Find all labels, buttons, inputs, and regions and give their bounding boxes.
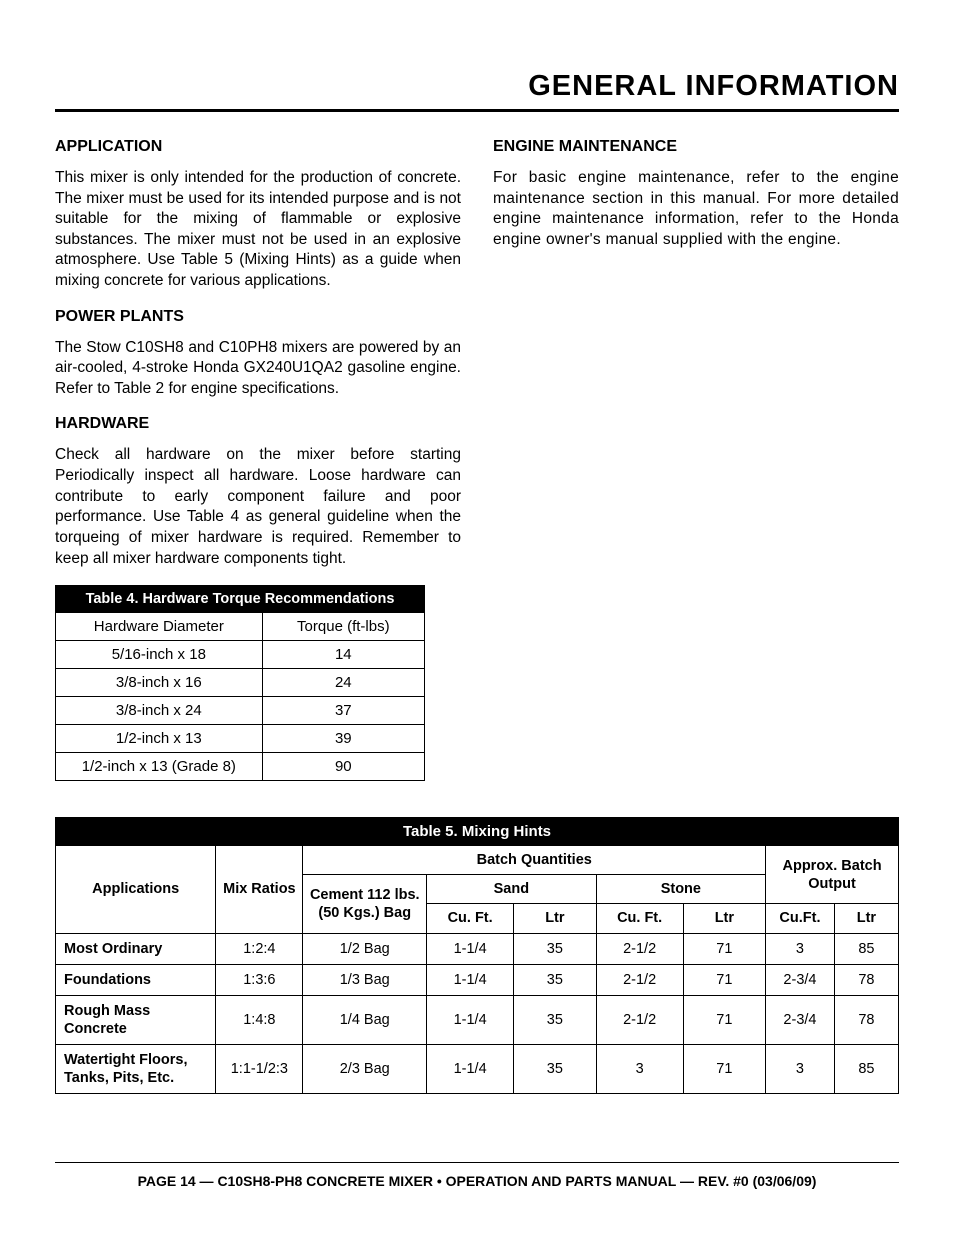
- table-row: 5/16-inch x 1814: [56, 641, 425, 669]
- table5-hdr-applications: Applications: [56, 846, 216, 933]
- table5-hdr-out-ltr: Ltr: [834, 904, 898, 933]
- table-mixing-hints: Table 5. Mixing Hints Applications Mix R…: [55, 817, 899, 1094]
- table5-cell: 2-3/4: [766, 964, 835, 995]
- table4-title: Table 4. Hardware Torque Recommendations: [56, 586, 425, 613]
- table5-hdr-cement: Cement 112 lbs. (50 Kgs.) Bag: [303, 875, 427, 933]
- table4-cell: 24: [262, 669, 424, 697]
- table5-cell: 1-1/4: [427, 964, 514, 995]
- table5-cell: 2-1/2: [596, 933, 683, 964]
- table5-cell: 2-3/4: [766, 995, 835, 1044]
- footer-rule: [55, 1162, 899, 1163]
- table-row: 1/2-inch x 13 (Grade 8)90: [56, 753, 425, 781]
- table5-cell: 1:4:8: [216, 995, 303, 1044]
- table5-cell: 35: [514, 995, 596, 1044]
- table4-cell: 90: [262, 753, 424, 781]
- title-rule: [55, 109, 899, 112]
- heading-application: APPLICATION: [55, 138, 461, 156]
- table5-cell: 71: [683, 933, 765, 964]
- heading-power-plants: POWER PLANTS: [55, 308, 461, 326]
- table5-title: Table 5. Mixing Hints: [56, 818, 899, 846]
- table-row: Foundations 1:3:6 1/3 Bag 1-1/4 35 2-1/2…: [56, 964, 899, 995]
- table5-wrap: Table 5. Mixing Hints Applications Mix R…: [55, 817, 899, 1094]
- table4-cell: 39: [262, 725, 424, 753]
- table5-cell: 1-1/4: [427, 995, 514, 1044]
- table5-cell: 1/3 Bag: [303, 964, 427, 995]
- table5-cell: 35: [514, 1045, 596, 1094]
- table5-cell: 3: [766, 1045, 835, 1094]
- body-engine-maintenance: For basic engine maintenance, refer to t…: [493, 168, 899, 250]
- table4-cell: 3/8-inch x 16: [56, 669, 263, 697]
- body-application: This mixer is only intended for the prod…: [55, 168, 461, 292]
- table4-cell: 5/16-inch x 18: [56, 641, 263, 669]
- table5-hdr-out-cuft: Cu.Ft.: [766, 904, 835, 933]
- table5-hdr-stone-ltr: Ltr: [683, 904, 765, 933]
- table5-cell: 85: [834, 1045, 898, 1094]
- table5-cell: 35: [514, 933, 596, 964]
- table5-hdr-approx-output: Approx. Batch Output: [766, 846, 899, 904]
- table4-col-torque: Torque (ft-lbs): [262, 613, 424, 641]
- table5-app: Rough Mass Concrete: [56, 995, 216, 1044]
- table5-cell: 78: [834, 995, 898, 1044]
- table5-cell: 2-1/2: [596, 964, 683, 995]
- table5-cell: 1/2 Bag: [303, 933, 427, 964]
- table-row: Watertight Floors, Tanks, Pits, Etc. 1:1…: [56, 1045, 899, 1094]
- table5-cell: 78: [834, 964, 898, 995]
- content-columns: APPLICATION This mixer is only intended …: [55, 134, 899, 781]
- table5-cell: 71: [683, 964, 765, 995]
- table5-cell: 1-1/4: [427, 1045, 514, 1094]
- table5-cell: 1:3:6: [216, 964, 303, 995]
- table5-hdr-sand-ltr: Ltr: [514, 904, 596, 933]
- table4-cell: 37: [262, 697, 424, 725]
- table5-cell: 3: [766, 933, 835, 964]
- table5-cell: 1-1/4: [427, 933, 514, 964]
- table5-cell: 35: [514, 964, 596, 995]
- table5-hdr-stone-cuft: Cu. Ft.: [596, 904, 683, 933]
- table5-hdr-sand-cuft: Cu. Ft.: [427, 904, 514, 933]
- table5-cell: 71: [683, 995, 765, 1044]
- table5-cell: 2/3 Bag: [303, 1045, 427, 1094]
- heading-engine-maintenance: ENGINE MAINTENANCE: [493, 138, 899, 156]
- table5-cell: 1:2:4: [216, 933, 303, 964]
- table-row: Rough Mass Concrete 1:4:8 1/4 Bag 1-1/4 …: [56, 995, 899, 1044]
- table-row: 3/8-inch x 2437: [56, 697, 425, 725]
- table4-cell: 1/2-inch x 13 (Grade 8): [56, 753, 263, 781]
- table-row: 1/2-inch x 1339: [56, 725, 425, 753]
- table4-col-diameter: Hardware Diameter: [56, 613, 263, 641]
- heading-hardware: HARDWARE: [55, 415, 461, 433]
- table5-hdr-mix-ratios: Mix Ratios: [216, 846, 303, 933]
- right-column: ENGINE MAINTENANCE For basic engine main…: [493, 134, 899, 781]
- body-power-plants: The Stow C10SH8 and C10PH8 mixers are po…: [55, 338, 461, 400]
- table5-app: Foundations: [56, 964, 216, 995]
- table5-cell: 85: [834, 933, 898, 964]
- table5-cell: 1:1-1/2:3: [216, 1045, 303, 1094]
- table5-hdr-stone: Stone: [596, 875, 766, 904]
- table-hardware-torque: Table 4. Hardware Torque Recommendations…: [55, 585, 425, 781]
- left-column: APPLICATION This mixer is only intended …: [55, 134, 461, 781]
- table-row: Most Ordinary 1:2:4 1/2 Bag 1-1/4 35 2-1…: [56, 933, 899, 964]
- page-title: GENERAL INFORMATION: [55, 70, 899, 103]
- table4-cell: 14: [262, 641, 424, 669]
- table5-cell: 3: [596, 1045, 683, 1094]
- table5-app: Most Ordinary: [56, 933, 216, 964]
- page-footer: PAGE 14 — C10SH8-PH8 CONCRETE MIXER • OP…: [55, 1173, 899, 1189]
- table5-cell: 2-1/2: [596, 995, 683, 1044]
- table4-cell: 1/2-inch x 13: [56, 725, 263, 753]
- table5-app: Watertight Floors, Tanks, Pits, Etc.: [56, 1045, 216, 1094]
- table-row: 3/8-inch x 1624: [56, 669, 425, 697]
- table5-hdr-sand: Sand: [427, 875, 597, 904]
- table5-cell: 71: [683, 1045, 765, 1094]
- table5-hdr-batch-quantities: Batch Quantities: [303, 846, 766, 875]
- body-hardware: Check all hardware on the mixer before s…: [55, 445, 461, 569]
- table4-cell: 3/8-inch x 24: [56, 697, 263, 725]
- table5-cell: 1/4 Bag: [303, 995, 427, 1044]
